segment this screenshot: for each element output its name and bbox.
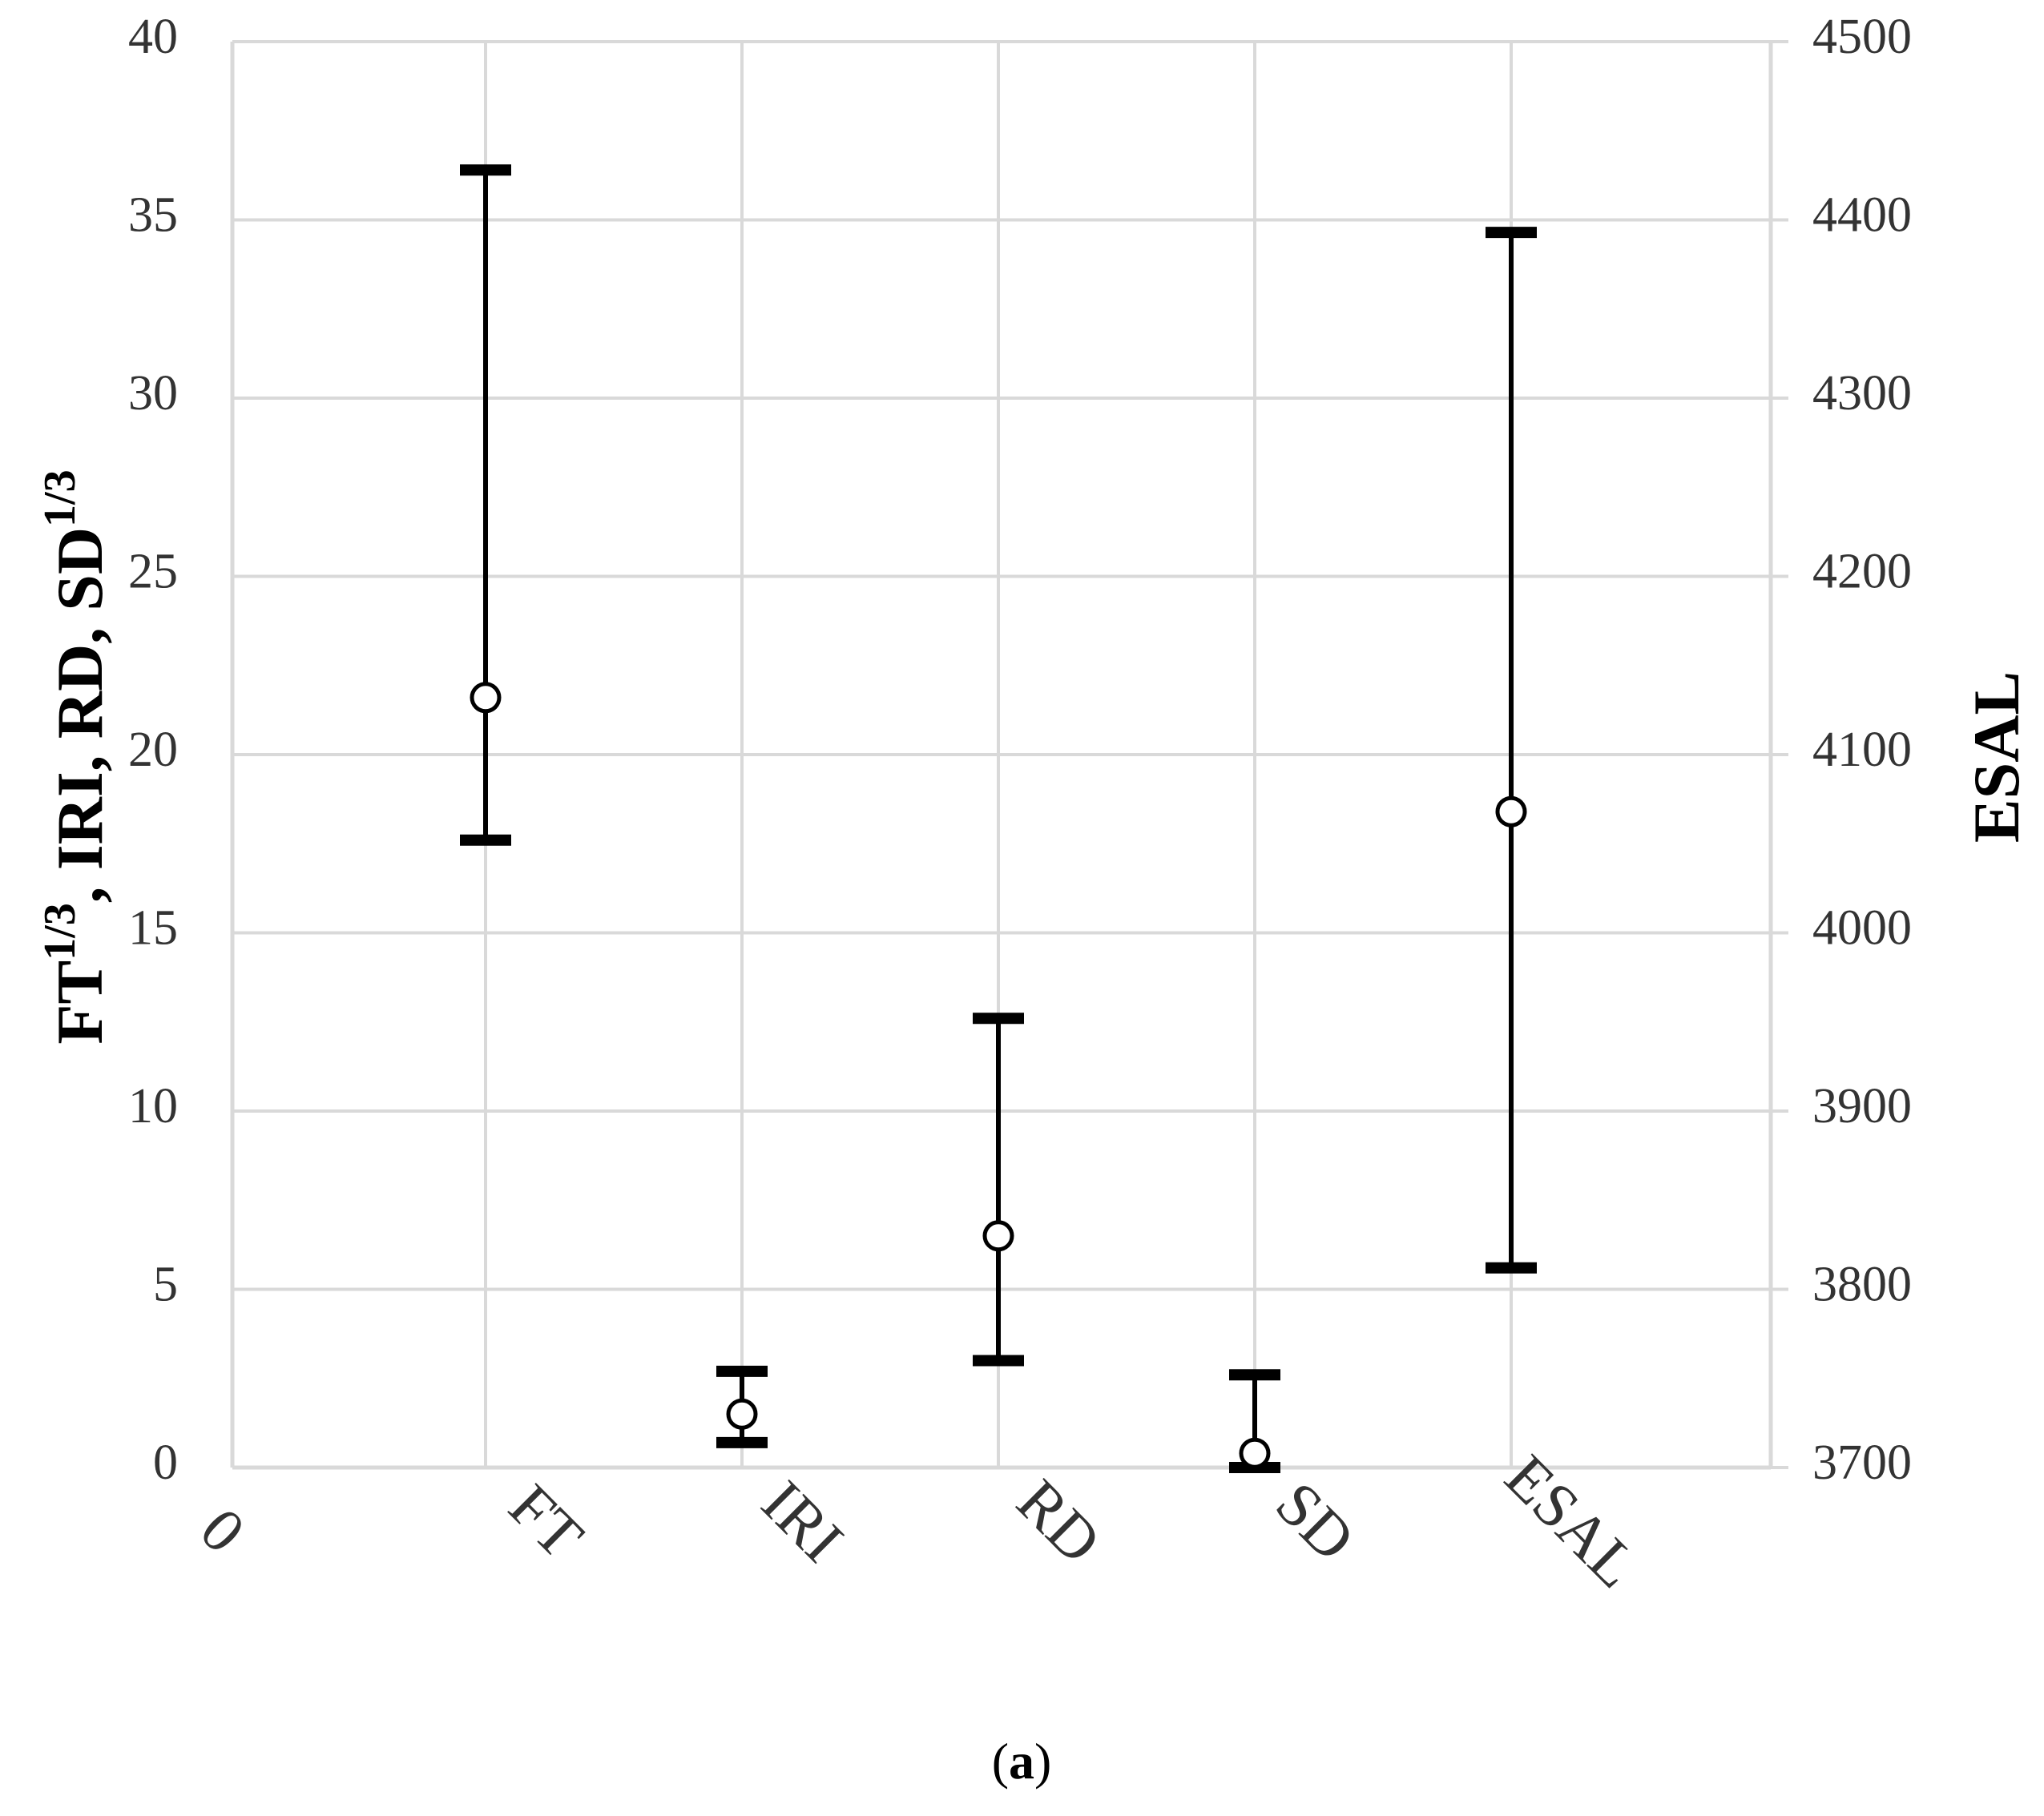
left-axis-title-part-2: , IRI, RD, SD	[43, 527, 116, 903]
mean-marker-esal	[1495, 795, 1527, 827]
x-tick-label-ft: FT	[496, 1471, 597, 1572]
right-tick-label-4300: 4300	[1812, 366, 1912, 421]
right-tick-label-4100: 4100	[1812, 723, 1912, 777]
left-tick-label-10: 10	[128, 1079, 178, 1133]
x-origin-label: 0	[187, 1495, 259, 1566]
left-axis-title-superscript-2: 1/3	[35, 469, 85, 527]
left-tick-label-40: 40	[128, 10, 178, 64]
figure-caption: (a)	[992, 1733, 1052, 1790]
x-tick-label-esal: ESAL	[1492, 1441, 1651, 1601]
left-tick-label-25: 25	[128, 545, 178, 599]
left-axis-title-superscript-1: 1/3	[35, 903, 85, 960]
left-tick-label-5: 5	[153, 1258, 178, 1312]
right-tick-label-4400: 4400	[1812, 188, 1912, 243]
x-tick-label-rd: RD	[1004, 1466, 1115, 1576]
right-tick-label-4200: 4200	[1812, 545, 1912, 599]
mean-marker-rd	[982, 1220, 1014, 1252]
right-tick-label-4500: 4500	[1812, 10, 1912, 64]
series-marks	[460, 164, 1537, 1473]
right-tick-label-3700: 3700	[1812, 1435, 1912, 1490]
left-tick-label-15: 15	[128, 901, 178, 956]
right-axis-ticks: 3700 3800 3900 4000 4100 4200 4300 4400 4500	[1812, 10, 1912, 1490]
right-tick-label-3800: 3800	[1812, 1258, 1912, 1312]
left-axis-ticks: 0 5 10 15 20 25 30 35 40	[128, 10, 178, 1490]
left-tick-label-0: 0	[153, 1435, 178, 1490]
right-axis-title: ESAL	[1960, 671, 2033, 843]
left-tick-label-30: 30	[128, 366, 178, 421]
x-tick-label-iri: IRI	[749, 1467, 857, 1575]
left-tick-label-20: 20	[128, 723, 178, 777]
x-tick-label-sd: SD	[1263, 1468, 1369, 1574]
x-axis-ticks: FT IRI RD SD ESAL	[496, 1441, 1652, 1601]
mean-marker-ft	[470, 682, 502, 714]
right-tick-label-3900: 3900	[1812, 1079, 1912, 1133]
mean-marker-iri	[726, 1398, 758, 1430]
caption-letter: a	[1009, 1733, 1034, 1790]
mean-marker-sd	[1239, 1437, 1271, 1469]
left-axis-title: FT1/3, IRI, RD, SD1/3	[35, 469, 116, 1044]
left-axis-title-part-1: FT	[43, 960, 116, 1045]
axes	[230, 42, 1773, 1470]
grid-lines	[232, 40, 1788, 1469]
left-tick-label-35: 35	[128, 188, 178, 243]
right-tick-label-4000: 4000	[1812, 901, 1912, 956]
caption-close: )	[1034, 1733, 1051, 1790]
caption-open: (	[992, 1733, 1009, 1790]
